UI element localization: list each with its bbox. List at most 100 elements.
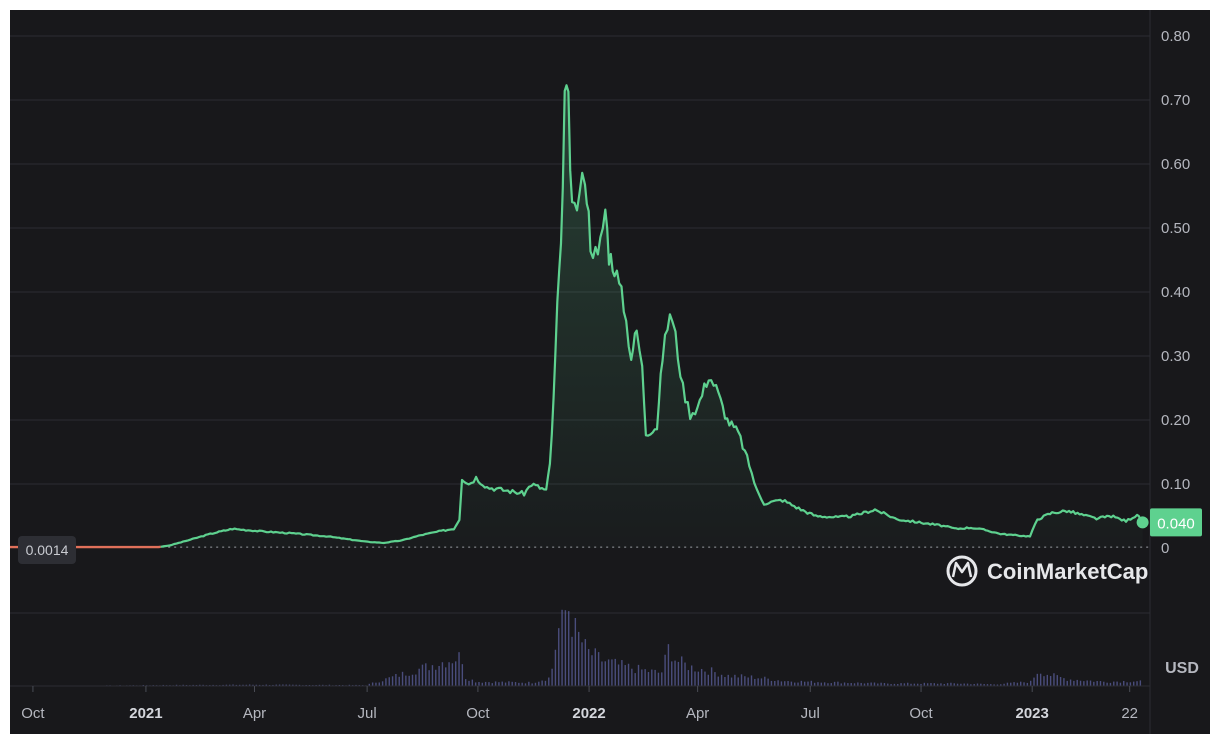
volume-bar: [518, 682, 520, 686]
volume-bar: [647, 672, 650, 686]
volume-bar: [455, 661, 457, 686]
x-axis: Oct 2021 Apr Jul Oct 2022 Apr Jul Oct 2023 22: [21, 686, 1138, 722]
volume-bar: [747, 677, 749, 686]
volume-bar: [784, 681, 786, 686]
x-tick-label: 22: [1121, 705, 1138, 722]
volume-bar: [794, 682, 796, 686]
volume-bar: [408, 675, 410, 686]
volume-bar: [661, 672, 663, 686]
volume-bar: [1136, 681, 1138, 686]
volume-bar: [371, 682, 374, 686]
start-price-label: 0.0014: [26, 542, 69, 558]
volume-bar: [1010, 682, 1012, 686]
volume-bar: [235, 684, 238, 686]
volume-bar: [787, 681, 789, 686]
volume-bar: [1039, 673, 1042, 686]
current-price-dot[interactable]: [1136, 516, 1149, 529]
volume-bar: [568, 611, 570, 686]
volume-bar: [581, 642, 583, 686]
volume-bar: [338, 684, 341, 686]
price-chart[interactable]: 0 0.10 0.20 0.30 0.40 0.50 0.60 0.70 0.80 Oct 202…: [10, 10, 1210, 734]
volume-bar: [857, 682, 859, 686]
price-area: [160, 85, 1143, 549]
volume-bar: [1079, 680, 1082, 686]
volume-bar: [840, 683, 842, 686]
volume-bar: [1073, 680, 1075, 686]
volume-bar: [1133, 681, 1135, 686]
volume-bar: [996, 684, 999, 686]
start-price-badge: 0.0014: [18, 536, 76, 564]
volume-bar: [1023, 682, 1025, 686]
volume-bar: [797, 682, 799, 686]
volume-bar: [1076, 679, 1078, 686]
volume-bar: [960, 683, 962, 686]
volume-bar: [903, 683, 906, 686]
volume-bar: [558, 628, 560, 686]
y-tick-label: 0.70: [1161, 92, 1190, 109]
volume-bar: [508, 681, 510, 686]
volume-bar: [641, 669, 643, 686]
volume-bar: [272, 684, 274, 686]
volume-bar: [458, 652, 460, 686]
y-tick-label: 0.30: [1161, 348, 1190, 365]
volume-bar: [601, 661, 603, 686]
x-tick-label: 2022: [572, 705, 605, 722]
volume-bar: [1003, 683, 1005, 686]
volume-bar: [322, 684, 324, 686]
volume-bar: [860, 682, 862, 686]
volume-bar: [584, 639, 587, 686]
volume-bar: [405, 675, 407, 686]
volume-bar: [943, 683, 945, 686]
volume-bar: [734, 674, 736, 686]
volume-bar: [1013, 682, 1015, 686]
volume-bar: [431, 665, 434, 686]
volume-bar: [744, 676, 746, 686]
volume-bar: [225, 684, 228, 686]
volume-bar: [790, 681, 793, 686]
y-tick-label: 0.10: [1161, 476, 1190, 493]
volume-bar: [265, 684, 267, 686]
volume-bar: [607, 659, 610, 686]
volume-bar: [587, 649, 590, 686]
volume-bar: [953, 683, 955, 686]
y-tick-label: 0: [1161, 540, 1169, 557]
volume-bar: [288, 684, 291, 686]
volume-bar: [757, 678, 759, 686]
x-tick-label: Apr: [243, 705, 266, 722]
volume-bar: [385, 678, 387, 686]
volume-bar: [242, 684, 244, 686]
volume-bar: [704, 671, 706, 686]
volume-bar: [229, 684, 231, 686]
current-price-badge: 0.040: [1150, 508, 1202, 537]
volume-bar: [252, 684, 254, 686]
volume-bar: [817, 682, 819, 686]
volume-bar: [837, 681, 839, 686]
volume-bar: [767, 678, 769, 686]
volume-bar: [238, 684, 241, 686]
volume-bar: [471, 679, 474, 686]
volume-bar: [940, 683, 942, 686]
volume-bar: [1053, 673, 1055, 686]
volume-bar: [222, 684, 224, 686]
volume-bar: [936, 683, 939, 686]
volume-bar: [893, 683, 896, 686]
volume-bar: [597, 652, 600, 686]
x-tick-label: Apr: [686, 705, 709, 722]
volume-bar: [275, 684, 277, 686]
volume-bar: [707, 674, 710, 686]
volume-bars: [79, 609, 1142, 686]
volume-bar: [1046, 674, 1049, 686]
volume-bar: [415, 674, 417, 686]
volume-bar: [950, 682, 952, 686]
volume-bar: [285, 684, 287, 686]
x-tick-label: 2021: [129, 705, 162, 722]
volume-bar: [461, 664, 464, 686]
volume-bar: [1069, 679, 1072, 686]
price-line: [160, 84, 1144, 548]
y-axis: 0 0.10 0.20 0.30 0.40 0.50 0.60 0.70 0.80: [1161, 28, 1190, 557]
volume-bar: [684, 662, 686, 686]
volume-bar: [897, 683, 899, 686]
volume-bar: [916, 683, 919, 686]
current-price-label: 0.040: [1157, 515, 1195, 532]
volume-bar: [464, 679, 467, 686]
